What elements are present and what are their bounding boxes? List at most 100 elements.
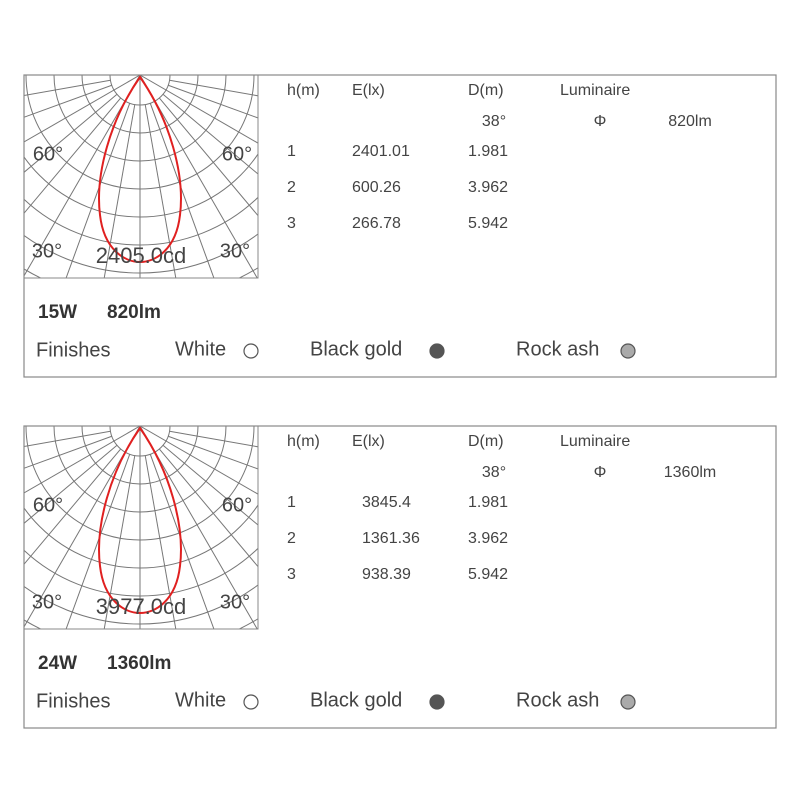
table-header: Luminaire	[560, 82, 630, 99]
polar-ray	[24, 426, 141, 494]
table-cell: 600.26	[352, 179, 401, 196]
table-header: D(m)	[468, 82, 504, 99]
table-cell: 1	[287, 143, 296, 160]
finish-option: Black gold	[310, 689, 402, 711]
finish-swatch	[620, 343, 636, 359]
polar-ray	[158, 97, 258, 217]
table-header: h(m)	[287, 82, 320, 99]
polar-ray	[139, 75, 258, 144]
light-distribution-curve	[98, 75, 182, 264]
polar-ray	[24, 448, 122, 566]
polar-ray	[24, 97, 122, 215]
finish-swatch	[429, 694, 445, 710]
diagram-border	[23, 425, 259, 630]
angle-label: 30°	[220, 591, 250, 613]
polar-ray	[103, 104, 136, 278]
product-panel: 60° 60° 30° 30° 2405.0cd h(m) E(lx) D(m) Luminai…	[23, 74, 777, 378]
flux: 1360lm	[107, 653, 171, 674]
polar-ray	[144, 104, 177, 278]
polar-ray	[149, 454, 215, 629]
polar-ray	[24, 84, 112, 118]
table-cell: 3.962	[468, 530, 508, 547]
angle-label: 30°	[220, 240, 250, 262]
finish-swatch	[243, 343, 259, 359]
table-header: h(m)	[287, 433, 320, 450]
finish-option: White	[175, 338, 226, 360]
table-cell: 1361.36	[362, 530, 420, 547]
finishes-label: Finishes	[36, 690, 110, 712]
polar-ray	[24, 426, 141, 628]
finish-option: Black gold	[310, 338, 402, 360]
polar-diagram	[24, 75, 258, 278]
table-cell: 1.981	[468, 143, 508, 160]
angle-label: 30°	[32, 591, 62, 613]
finish-option: Rock ash	[516, 689, 599, 711]
polar-diagram	[24, 426, 258, 629]
polar-ray	[162, 444, 258, 526]
table-cell: 2401.01	[352, 143, 410, 160]
polar-arc	[24, 196, 258, 246]
table-cell: 2	[287, 179, 296, 196]
angle-label: 60°	[222, 494, 252, 516]
finishes-label: Finishes	[36, 339, 110, 361]
table-header: D(m)	[468, 433, 504, 450]
power: 24W	[38, 653, 77, 674]
table-subheader: Φ	[594, 464, 607, 481]
polar-ray	[24, 430, 111, 447]
power: 15W	[38, 302, 77, 323]
finish-option: White	[175, 689, 226, 711]
table-cell: 3845.4	[362, 494, 411, 511]
polar-ray	[144, 455, 177, 629]
table-cell: 3	[287, 215, 296, 232]
table-header: Luminaire	[560, 433, 630, 450]
polar-ray	[169, 430, 258, 448]
polar-ray	[24, 435, 112, 469]
table-cell: 2	[287, 530, 296, 547]
polar-ray	[168, 435, 258, 470]
angle-label: 60°	[33, 494, 63, 516]
flux: 820lm	[107, 302, 161, 323]
polar-ray	[24, 93, 118, 173]
table-subheader: 38°	[482, 464, 506, 481]
finish-swatch	[620, 694, 636, 710]
finish-swatch	[429, 343, 445, 359]
table-cell: 266.78	[352, 215, 401, 232]
table-header: E(lx)	[352, 433, 385, 450]
polar-ray	[139, 426, 258, 629]
polar-ray	[103, 455, 136, 629]
polar-ray	[139, 426, 258, 495]
angle-label: 30°	[32, 240, 62, 262]
light-distribution-curve	[98, 426, 182, 615]
finish-option: Rock ash	[516, 338, 599, 360]
polar-ray	[24, 79, 111, 96]
table-header: E(lx)	[352, 82, 385, 99]
polar-ray	[24, 75, 141, 277]
table-subheader: 1360lm	[664, 464, 716, 481]
polar-ray	[65, 103, 131, 278]
table-cell: 1	[287, 494, 296, 511]
product-panel: 60° 60° 30° 30° 3977.0cd h(m) E(lx) D(m) Luminai…	[23, 425, 777, 729]
peak-intensity: 2405.0cd	[96, 243, 187, 268]
table-subheader: Φ	[594, 113, 607, 130]
polar-ray	[149, 103, 215, 278]
polar-ray	[24, 444, 118, 524]
table-cell: 938.39	[362, 566, 411, 583]
table-cell: 3	[287, 566, 296, 583]
angle-label: 60°	[222, 143, 252, 165]
table-cell: 5.942	[468, 566, 508, 583]
polar-ray	[65, 454, 131, 629]
polar-ray	[162, 93, 258, 175]
polar-ray	[168, 84, 258, 119]
diagram-border	[23, 74, 259, 279]
angle-label: 60°	[33, 143, 63, 165]
polar-ray	[24, 75, 141, 143]
table-cell: 3.962	[468, 179, 508, 196]
table-subheader: 38°	[482, 113, 506, 130]
polar-arc	[24, 153, 258, 218]
polar-ray	[169, 79, 258, 97]
polar-ray	[139, 75, 258, 278]
table-subheader: 820lm	[668, 113, 712, 130]
table-cell: 1.981	[468, 494, 508, 511]
finish-swatch	[243, 694, 259, 710]
